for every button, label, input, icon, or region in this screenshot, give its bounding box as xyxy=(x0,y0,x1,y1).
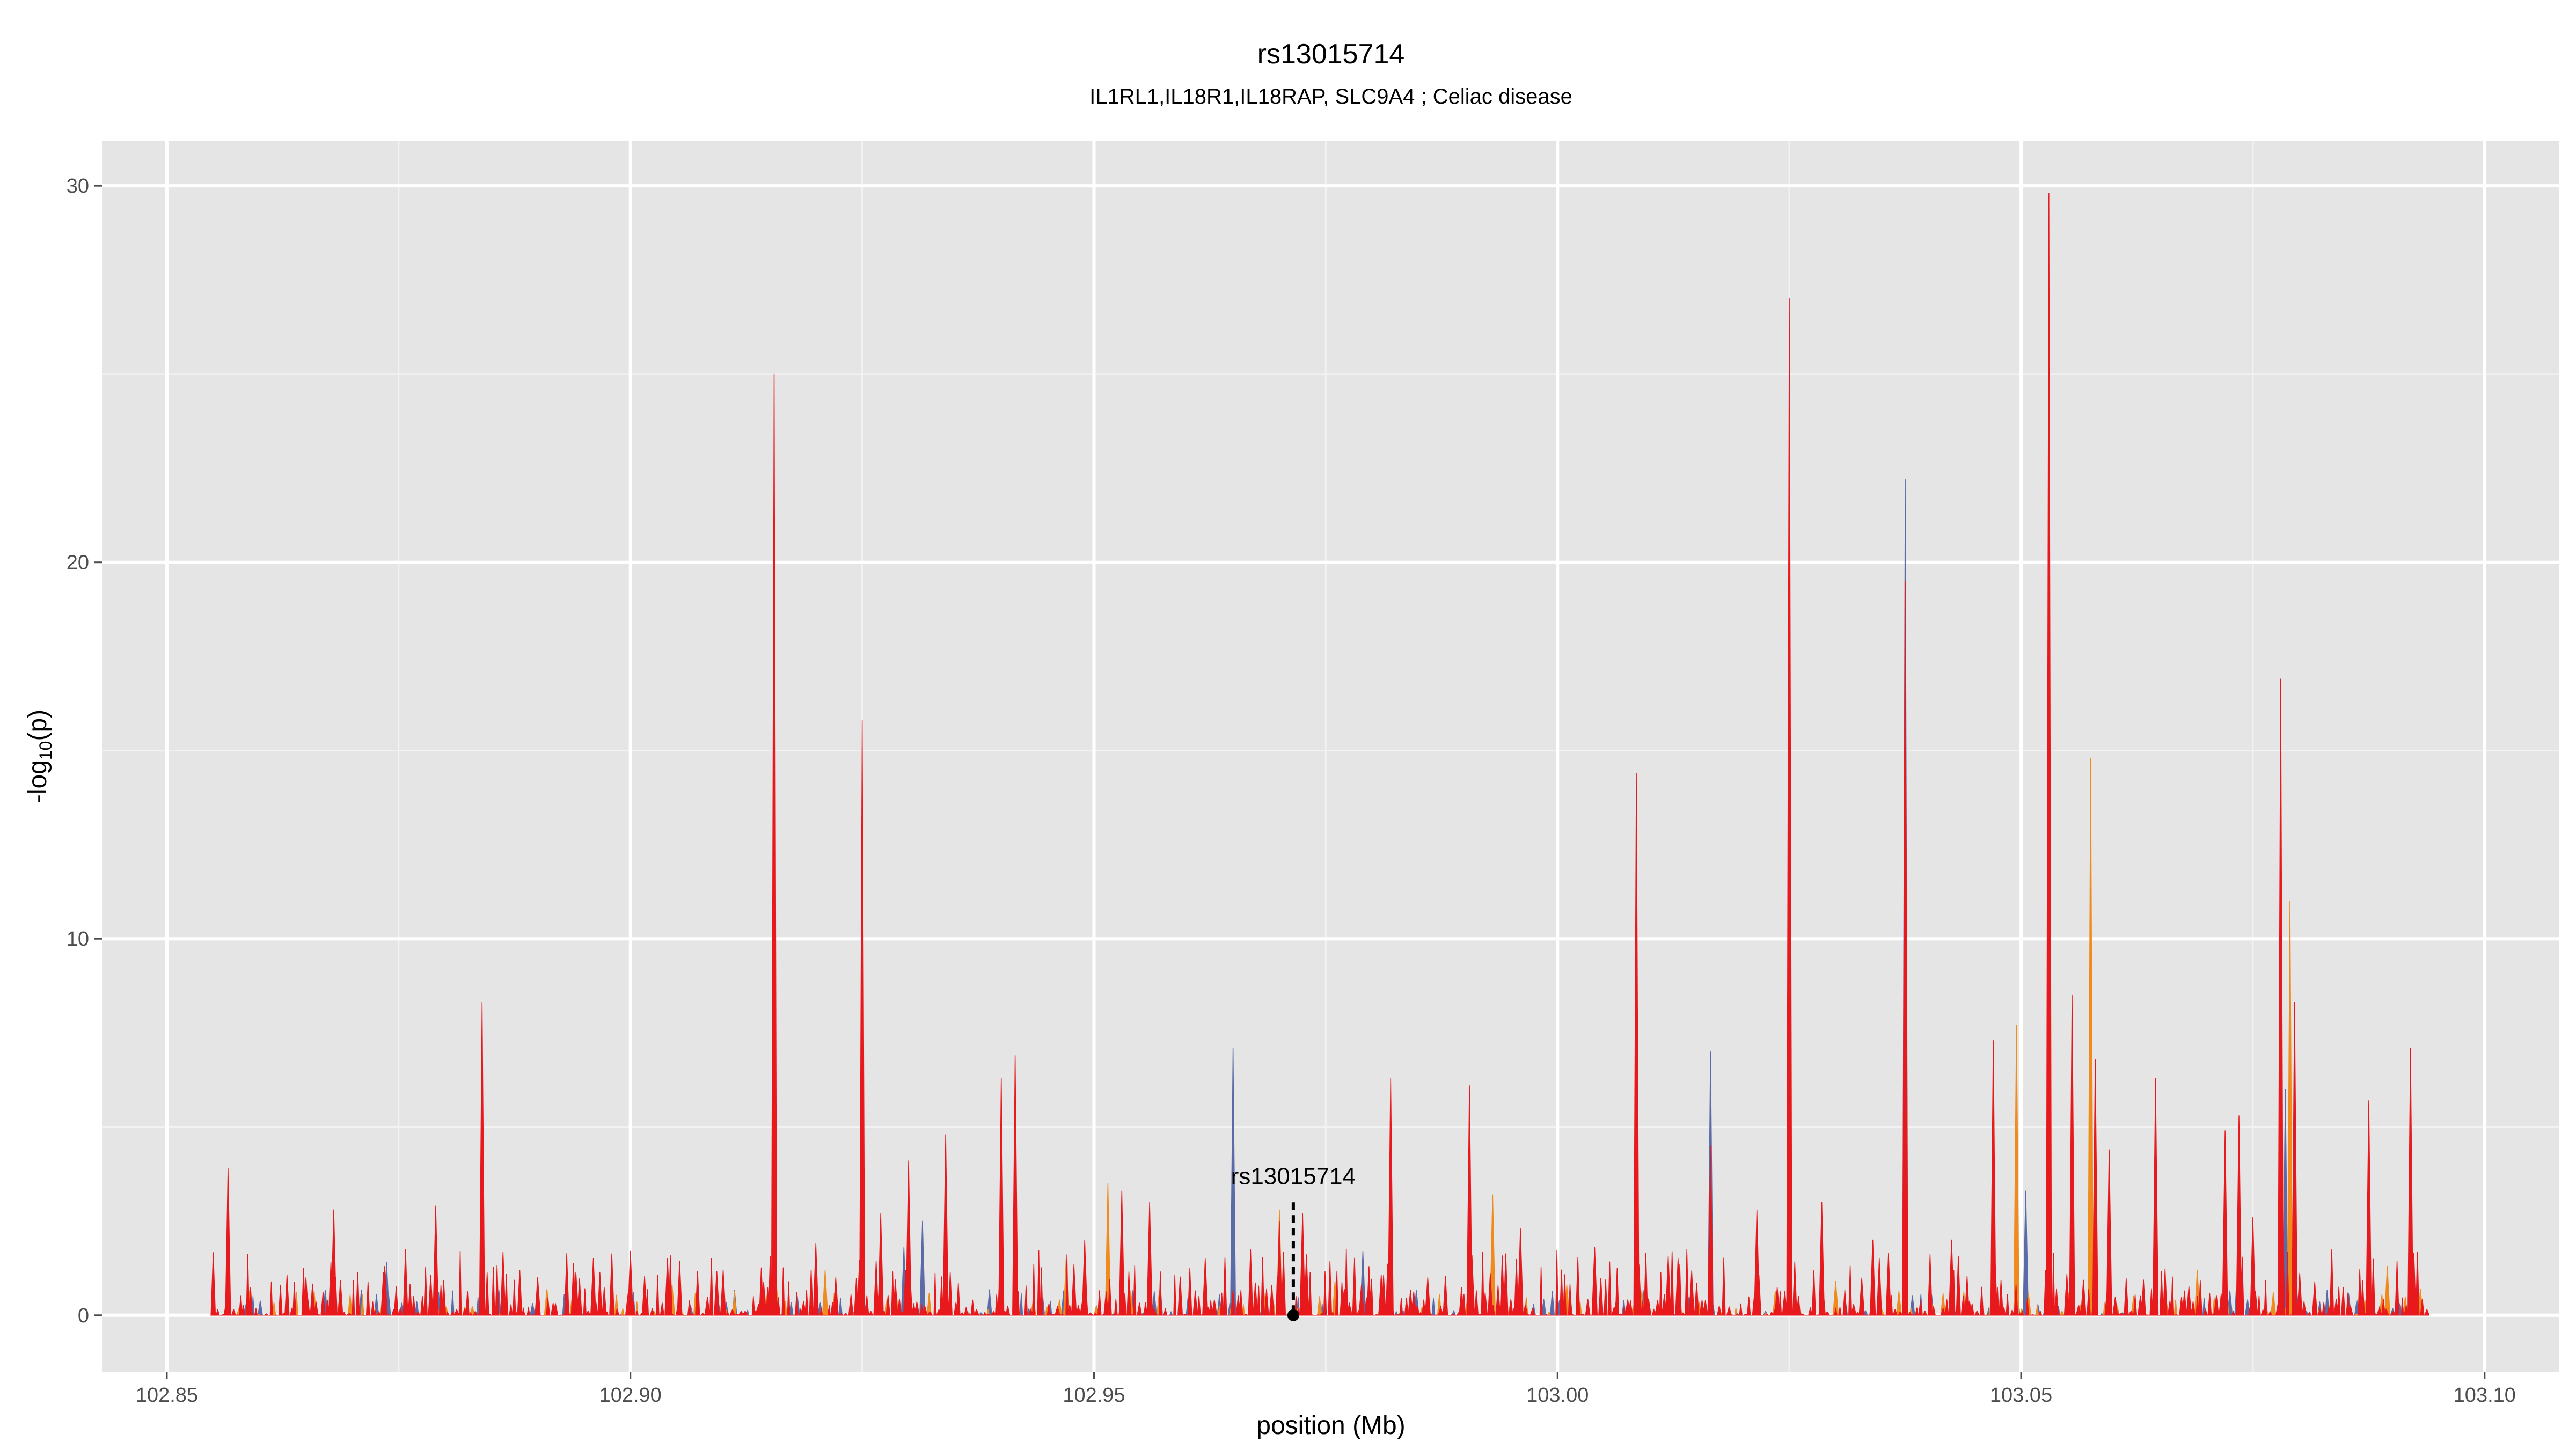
series-layer xyxy=(210,193,2430,1316)
plot-panel xyxy=(102,141,2559,1372)
chart-title: rs13015714 xyxy=(1257,39,1405,70)
x-axis-ticks: 102.85 102.90 102.95 103.00 103.05 103.10 xyxy=(136,1372,2516,1407)
y-axis-label: -log10(p) xyxy=(24,709,55,803)
x-tick-label: 102.95 xyxy=(1063,1384,1125,1407)
y-tick-label: 10 xyxy=(67,928,89,950)
y-axis-label-subscript: 10 xyxy=(36,741,55,760)
y-axis-ticks: 0 10 20 30 xyxy=(67,175,102,1327)
x-tick-label: 103.10 xyxy=(2454,1384,2516,1407)
x-tick-label: 102.85 xyxy=(136,1384,198,1407)
x-tick-label: 103.00 xyxy=(1526,1384,1589,1407)
x-axis-label: position (Mb) xyxy=(1256,1411,1405,1440)
x-tick-label: 102.90 xyxy=(599,1384,662,1407)
annotation-layer: rs13015714 xyxy=(1231,1163,1356,1321)
chart-subtitle: IL1RL1,IL18R1,IL18RAP, SLC9A4 ; Celiac d… xyxy=(1089,85,1572,108)
snp-label: rs13015714 xyxy=(1231,1163,1356,1189)
y-tick-label: 20 xyxy=(67,552,89,574)
y-tick-label: 0 xyxy=(78,1305,89,1327)
snp-marker-point xyxy=(1287,1309,1299,1321)
x-tick-label: 103.05 xyxy=(1990,1384,2052,1407)
y-axis-label-tail: (p) xyxy=(24,709,52,741)
series-area-2 xyxy=(210,193,2430,1316)
y-axis-label-main: -log xyxy=(24,760,52,803)
y-tick-label: 30 xyxy=(67,175,89,197)
